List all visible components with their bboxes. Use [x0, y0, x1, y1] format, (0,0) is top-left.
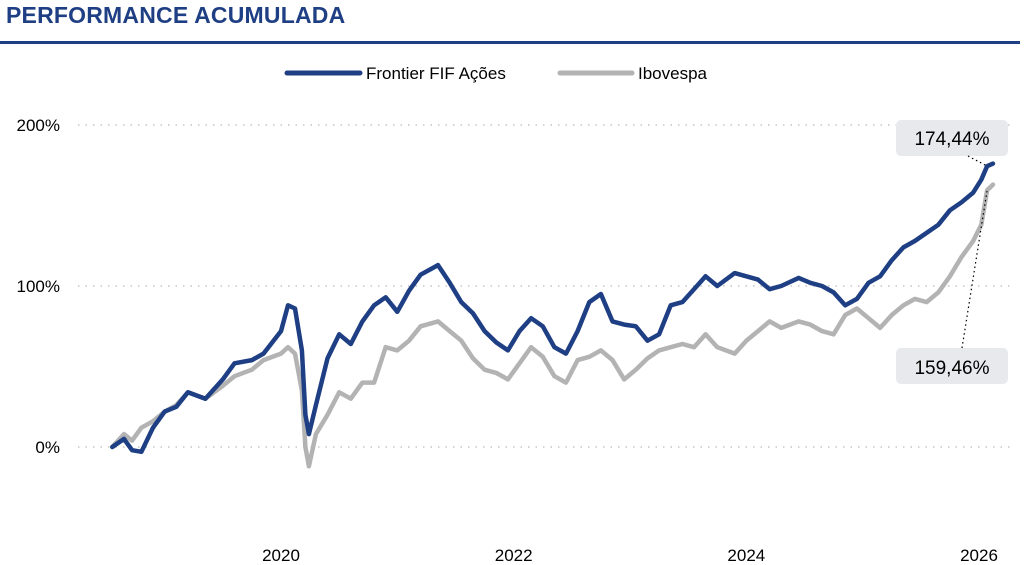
- callout-label-frontier: 174,44%: [914, 129, 989, 150]
- y-tick-label: 200%: [17, 116, 60, 135]
- series-line-ibovespa: [110, 182, 996, 469]
- callout-leader-ibovespa: [961, 190, 988, 349]
- y-tick-label: 100%: [17, 277, 60, 296]
- page-title: PERFORMANCE ACUMULADA: [6, 2, 346, 28]
- series-line-frontier: [110, 161, 996, 455]
- callout-box-frontier: [896, 120, 1008, 156]
- x-tick-label: 2020: [262, 546, 300, 565]
- callout-box-ibovespa: [896, 348, 1008, 384]
- x-tick-label: 2026: [960, 546, 998, 565]
- legend-frontier-label: Frontier FIF Ações: [366, 64, 506, 83]
- x-tick-label: 2022: [495, 546, 533, 565]
- callout-label-ibovespa: 159,46%: [914, 358, 989, 379]
- callout-leader-frontier: [967, 155, 988, 167]
- title-divider: [0, 41, 1020, 44]
- x-tick-label: 2024: [727, 546, 765, 565]
- legend-ibovespa-label: Ibovespa: [638, 64, 708, 83]
- y-tick-label: 0%: [35, 438, 60, 457]
